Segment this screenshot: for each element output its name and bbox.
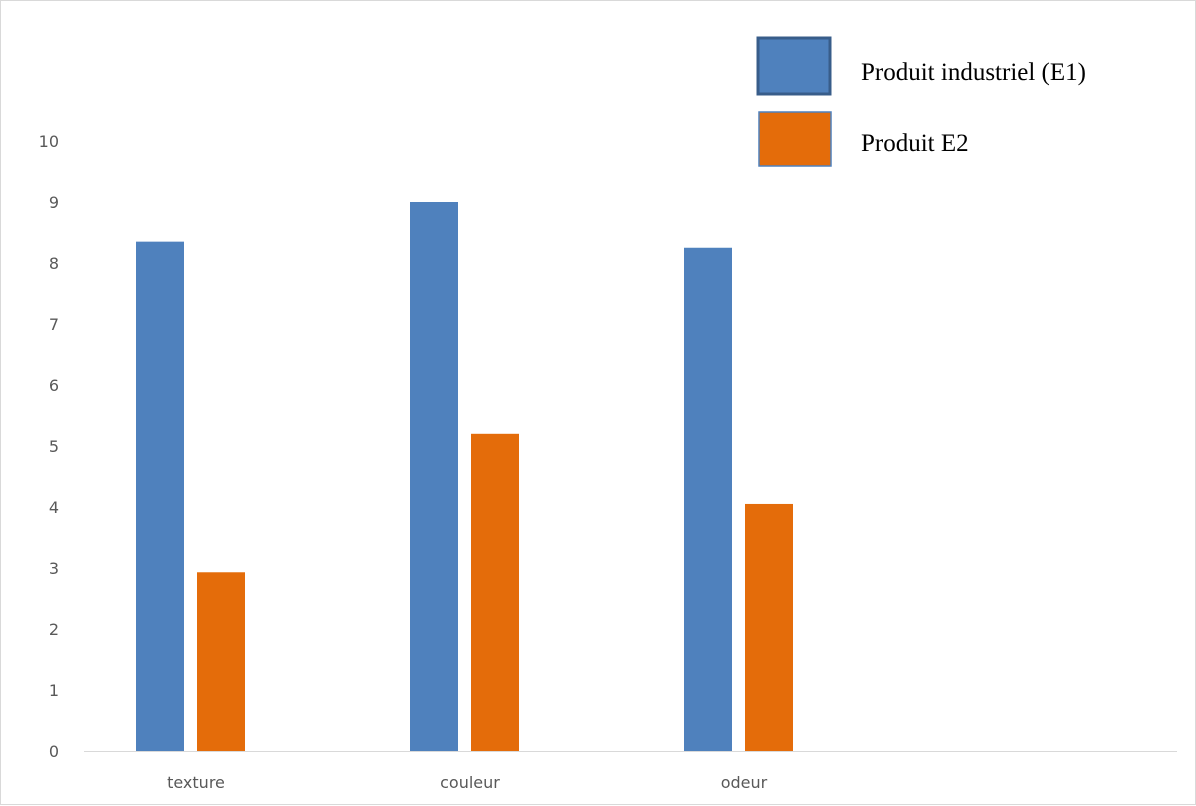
bar-texture-series-1 [136, 241, 184, 751]
y-tick-label: 9 [49, 193, 59, 212]
bar-couleur-series-1 [410, 202, 458, 751]
x-axis-tick-labels: texture couleur odeur [167, 773, 768, 792]
x-tick-label: odeur [721, 773, 768, 792]
x-tick-label: couleur [440, 773, 500, 792]
legend-label-e1: Produit industriel (E1) [861, 59, 1086, 86]
legend-swatch-e2 [758, 111, 832, 167]
y-tick-label: 1 [49, 681, 59, 700]
y-tick-label: 7 [49, 315, 59, 334]
y-tick-label: 6 [49, 376, 59, 395]
legend-swatch-e1 [756, 36, 832, 96]
bar-texture-series-2 [197, 572, 245, 751]
y-tick-label: 0 [49, 742, 59, 761]
bar-odeur-series-2 [745, 503, 793, 751]
y-tick-label: 5 [49, 437, 59, 456]
y-tick-label: 3 [49, 559, 59, 578]
y-tick-label: 4 [49, 498, 59, 517]
x-tick-label: texture [167, 773, 225, 792]
y-tick-label: 2 [49, 620, 59, 639]
bars [136, 202, 793, 751]
bar-couleur-series-2 [471, 433, 519, 751]
y-tick-label: 8 [49, 254, 59, 273]
legend: Produit industriel (E1) Produit E2 [756, 36, 1086, 167]
y-tick-label: 10 [39, 132, 59, 151]
bar-odeur-series-1 [684, 247, 732, 751]
legend-label-e2: Produit E2 [861, 130, 969, 157]
y-axis-tick-labels: 0 1 2 3 4 5 6 7 8 9 10 [39, 132, 59, 761]
